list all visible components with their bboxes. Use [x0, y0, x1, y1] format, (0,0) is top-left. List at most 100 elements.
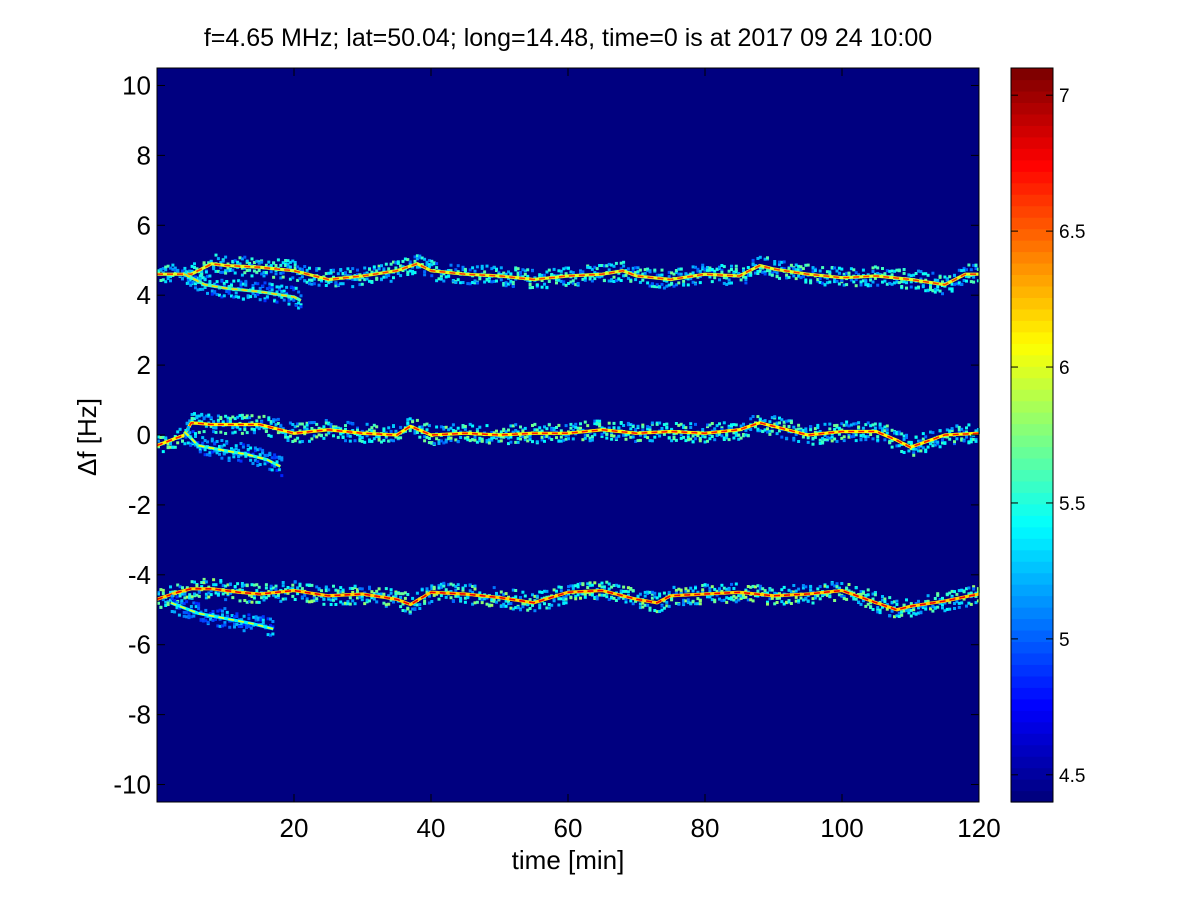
heatmap-cell: [967, 441, 971, 445]
heatmap-cell: [214, 253, 218, 257]
heatmap-cell: [218, 293, 221, 297]
colorbar-segment: [1011, 457, 1053, 471]
heatmap-cell: [358, 439, 362, 443]
heatmap-cell: [756, 584, 760, 588]
heatmap-cell: [275, 285, 279, 289]
heatmap-cell: [921, 285, 925, 289]
heatmap-cell: [917, 285, 920, 289]
heatmap-cell: [866, 588, 870, 592]
heatmap-cell: [223, 621, 227, 625]
heatmap-cell: [531, 593, 534, 597]
heatmap-cell: [677, 281, 681, 285]
heatmap-cell: [837, 593, 841, 597]
heatmap-cell: [533, 609, 537, 613]
heatmap-cell: [902, 609, 906, 613]
heatmap-cell: [648, 428, 652, 432]
heatmap-cell: [336, 272, 340, 276]
heatmap-cell: [662, 606, 666, 610]
heatmap-cell: [691, 280, 695, 284]
heatmap-cell: [339, 586, 343, 590]
heatmap-cell: [284, 264, 288, 267]
heatmap-cell: [727, 426, 731, 430]
heatmap-cell: [187, 612, 191, 616]
heatmap-cell: [344, 424, 347, 428]
heatmap-cell: [159, 588, 163, 592]
heatmap-cell: [720, 589, 724, 593]
heatmap-cell: [284, 435, 288, 439]
heatmap-cell: [955, 282, 959, 286]
heatmap-cell: [662, 286, 666, 290]
heatmap-cell: [423, 599, 427, 603]
heatmap-cell: [250, 600, 254, 604]
heatmap-cell: [864, 438, 868, 442]
heatmap-cell: [516, 430, 520, 434]
x-axis-label: time [min]: [512, 845, 625, 875]
heatmap-cell: [562, 438, 566, 442]
heatmap-cell: [600, 434, 604, 438]
heatmap-cell: [454, 281, 458, 284]
heatmap-cell: [439, 277, 443, 281]
heatmap-cell: [921, 437, 925, 441]
heatmap-cell: [842, 597, 846, 601]
heatmap-cell: [188, 593, 192, 597]
heatmap-cell: [521, 605, 525, 609]
heatmap-cell: [890, 439, 894, 443]
heatmap-cell: [789, 602, 793, 605]
heatmap-cell: [408, 429, 412, 433]
heatmap-cell: [247, 624, 251, 628]
heatmap-cell: [770, 273, 774, 277]
heatmap-cell: [492, 431, 496, 435]
heatmap-cell: [444, 588, 448, 592]
heatmap-cell: [413, 607, 417, 611]
heatmap-cell: [574, 425, 578, 429]
heatmap-cell: [835, 269, 839, 273]
heatmap-cell: [526, 608, 530, 612]
heatmap-cell: [241, 445, 245, 449]
heatmap-cell: [363, 602, 367, 606]
heatmap-cell: [861, 426, 865, 430]
heatmap-cell: [312, 599, 316, 603]
heatmap-cell: [789, 263, 793, 267]
heatmap-cell: [250, 595, 254, 598]
heatmap-cell: [375, 589, 379, 593]
heatmap-cell: [607, 279, 611, 283]
heatmap-cell: [461, 281, 465, 284]
y-tick-label: -8: [128, 700, 151, 730]
heatmap-cell: [270, 285, 274, 289]
heatmap-cell: [487, 439, 491, 443]
heatmap-cell: [351, 277, 355, 281]
colorbar-segment: [1011, 538, 1053, 551]
heatmap-cell: [509, 602, 513, 605]
chart-title: f=4.65 MHz; lat=50.04; long=14.48, time=…: [204, 24, 932, 52]
heatmap-cell: [718, 432, 721, 436]
heatmap-cell: [744, 589, 748, 593]
heatmap-cell: [356, 590, 359, 594]
heatmap-cell: [261, 451, 265, 455]
heatmap-cell: [210, 289, 214, 293]
heatmap-cell: [356, 426, 359, 430]
heatmap-cell: [394, 260, 398, 264]
heatmap-cell: [770, 271, 774, 275]
heatmap-cell: [487, 276, 491, 280]
heatmap-cell: [564, 601, 568, 605]
heatmap-cell: [468, 589, 472, 593]
heatmap-cell: [696, 269, 700, 273]
heatmap-cell: [499, 590, 503, 594]
heatmap-cell: [641, 278, 645, 282]
heatmap-cell: [218, 452, 221, 456]
heatmap-cell: [255, 259, 259, 263]
heatmap-cell: [351, 267, 355, 271]
heatmap-cell: [727, 281, 731, 285]
heatmap-cell: [322, 425, 326, 429]
heatmap-cell: [792, 274, 796, 278]
heatmap-cell: [279, 599, 283, 603]
heatmap-cell: [293, 439, 297, 443]
heatmap-cell: [547, 423, 551, 427]
heatmap-cell: [276, 593, 280, 597]
heatmap-cell: [360, 587, 364, 591]
heatmap-cell: [806, 440, 810, 444]
heatmap-cell: [809, 425, 813, 429]
colorbar-segment: [1011, 412, 1053, 425]
heatmap-cell: [960, 588, 964, 592]
heatmap-cell: [310, 278, 314, 282]
